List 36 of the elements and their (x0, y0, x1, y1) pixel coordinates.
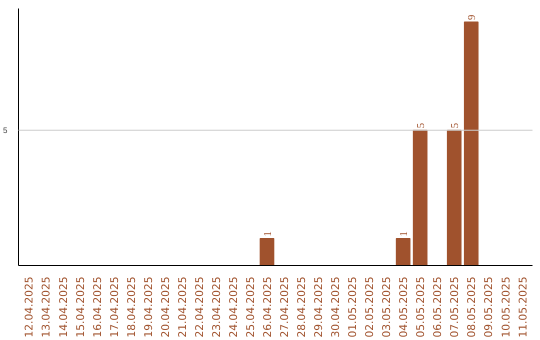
x-tick-label: 29.04.2025 (312, 276, 326, 338)
x-tick-label: 05.05.2025 (414, 276, 428, 338)
x-tick-label: 24.04.2025 (226, 276, 240, 338)
x-tick-label: 08.05.2025 (465, 276, 478, 338)
ref-line-label: 5 (3, 126, 8, 136)
x-tick-label: 22.04.2025 (192, 276, 206, 338)
x-tick-label: 20.04.2025 (158, 276, 172, 338)
x-tick-label: 13.04.2025 (40, 276, 53, 338)
x-tick-label: 06.05.2025 (431, 276, 444, 338)
x-tick-label: 09.05.2025 (482, 276, 496, 338)
x-tick-label: 14.04.2025 (56, 276, 70, 338)
x-tick-label: 26.04.2025 (260, 276, 274, 338)
x-tick-label: 21.04.2025 (176, 276, 189, 338)
x-tick-label: 25.04.2025 (244, 276, 257, 338)
x-tick-label: 01.05.2025 (346, 276, 360, 338)
x-tick-label: 30.04.2025 (329, 276, 342, 338)
x-tick-label: 16.04.2025 (90, 276, 104, 338)
x-tick-label: 02.05.2025 (363, 276, 376, 338)
x-tick-label: 15.04.2025 (74, 276, 87, 338)
x-tick-label: 10.05.2025 (499, 276, 512, 338)
data-label: 5 (450, 122, 462, 128)
x-tick-label: 28.04.2025 (295, 276, 308, 338)
x-tick-label: 19.04.2025 (142, 276, 155, 338)
data-label: 1 (399, 231, 410, 236)
x-tick-label: 23.04.2025 (210, 276, 223, 338)
data-label: 9 (467, 14, 478, 20)
data-label: 1 (262, 231, 274, 236)
x-tick-label: 07.05.2025 (448, 276, 462, 338)
x-tick-label: 18.04.2025 (124, 276, 138, 338)
x-tick-label: 11.05.2025 (516, 276, 530, 338)
x-tick-label: 17.04.2025 (108, 276, 121, 338)
x-tick-label: 27.04.2025 (278, 276, 292, 338)
x-tick-label: 03.05.2025 (380, 276, 394, 338)
data-label: 5 (416, 122, 428, 128)
x-tick-label: 12.04.2025 (22, 276, 36, 338)
x-tick-label: 04.05.2025 (397, 276, 410, 338)
